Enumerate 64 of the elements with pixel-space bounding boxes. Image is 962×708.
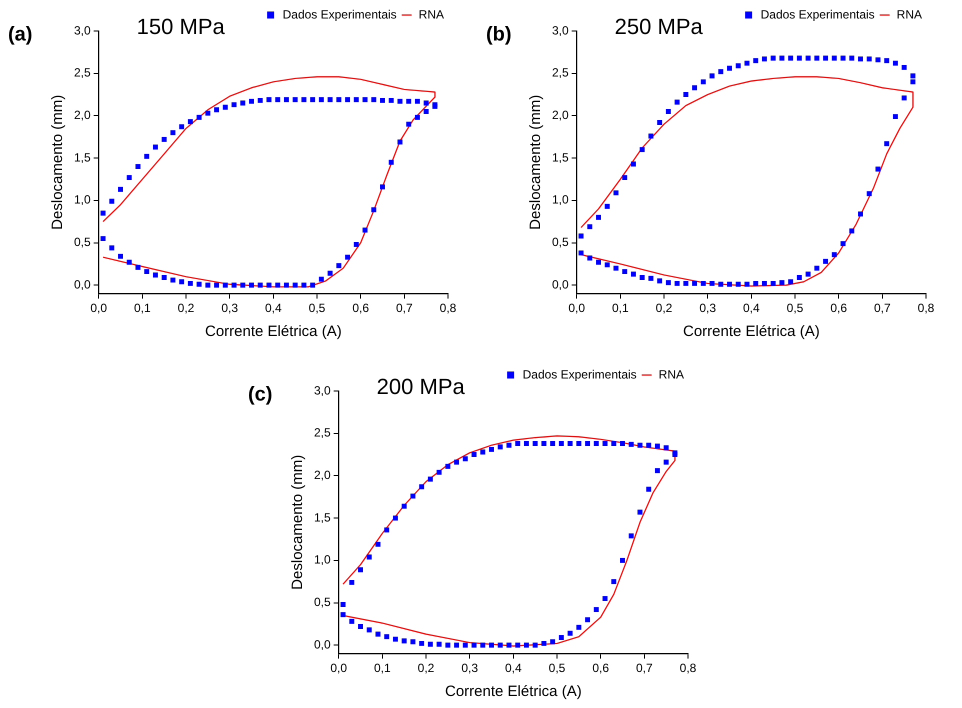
y-axis-title: Deslocamento (mm) [289,454,306,590]
x-tick-label: 0,2 [178,301,195,316]
y-tick-label: 2,5 [552,66,569,80]
x-tick-label: 0,6 [352,301,370,316]
legend-label: Dados Experimentais [282,7,397,22]
y-tick-label: 0,0 [314,637,331,652]
y-tick-label: 2,5 [74,66,91,80]
y-tick-label: 2,0 [314,468,331,482]
legend-label: Dados Experimentais [522,367,637,382]
x-tick-label: 0,8 [440,301,457,316]
x-tick-label: 0,7 [874,301,891,316]
x-tick-label: 0,7 [396,301,413,316]
text: (a) [8,24,32,46]
legend-label: RNA [418,7,444,22]
y-tick-label: 1,0 [314,552,331,567]
legend-label: RNA [896,7,922,22]
x-tick-label: 0,1 [374,661,392,676]
y-tick-label: 0,5 [552,235,569,250]
y-tick-label: 2,5 [314,426,331,440]
x-tick-label: 0,0 [568,301,586,316]
y-tick-label: 0,5 [314,595,331,610]
x-tick-label: 0,7 [636,661,653,676]
x-tick-label: 0,5 [786,301,804,316]
chart-title: 150 MPa [136,14,226,40]
text: (b) [486,24,512,46]
x-axis-title: Corrente Elétrica (A) [444,683,582,700]
y-tick-label: 3,0 [552,23,569,38]
y-tick-label: 2,0 [552,108,569,122]
x-tick-label: 0,1 [612,301,630,316]
y-tick-label: 1,0 [74,192,91,207]
x-tick-label: 0,4 [742,301,760,316]
x-tick-label: 0,6 [592,661,610,676]
x-tick-label: 0,0 [90,301,108,316]
x-axis-title: Corrente Elétrica (A) [682,323,820,340]
y-tick-label: 3,0 [314,383,331,398]
x-tick-label: 0,8 [918,301,935,316]
x-axis-title: Corrente Elétrica (A) [204,323,342,340]
chart-title: 200 MPa [376,374,466,400]
y-axis-title: Deslocamento (mm) [49,94,66,230]
y-axis-title: Deslocamento (mm) [527,94,544,230]
y-tick-label: 1,5 [552,150,569,164]
legend-label: RNA [658,367,684,382]
y-tick-label: 1,5 [74,150,91,164]
y-tick-label: 2,0 [74,108,91,122]
y-tick-label: 3,0 [74,23,91,38]
text: (c) [248,384,272,406]
x-tick-label: 0,1 [134,301,152,316]
x-tick-label: 0,4 [264,301,282,316]
chart-title: 250 MPa [614,14,704,40]
y-tick-label: 0,0 [552,277,569,292]
x-tick-label: 0,4 [504,661,522,676]
x-tick-label: 0,2 [656,301,673,316]
x-tick-label: 0,0 [330,661,348,676]
legend-label: Dados Experimentais [760,7,875,22]
y-tick-label: 0,5 [74,235,91,250]
x-tick-label: 0,6 [830,301,848,316]
y-tick-label: 0,0 [74,277,91,292]
y-tick-label: 1,0 [552,192,569,207]
x-tick-label: 0,2 [418,661,435,676]
x-tick-label: 0,3 [461,661,478,676]
x-tick-label: 0,8 [680,661,697,676]
y-tick-label: 1,5 [314,510,331,524]
x-tick-label: 0,3 [699,301,716,316]
x-tick-label: 0,3 [221,301,238,316]
